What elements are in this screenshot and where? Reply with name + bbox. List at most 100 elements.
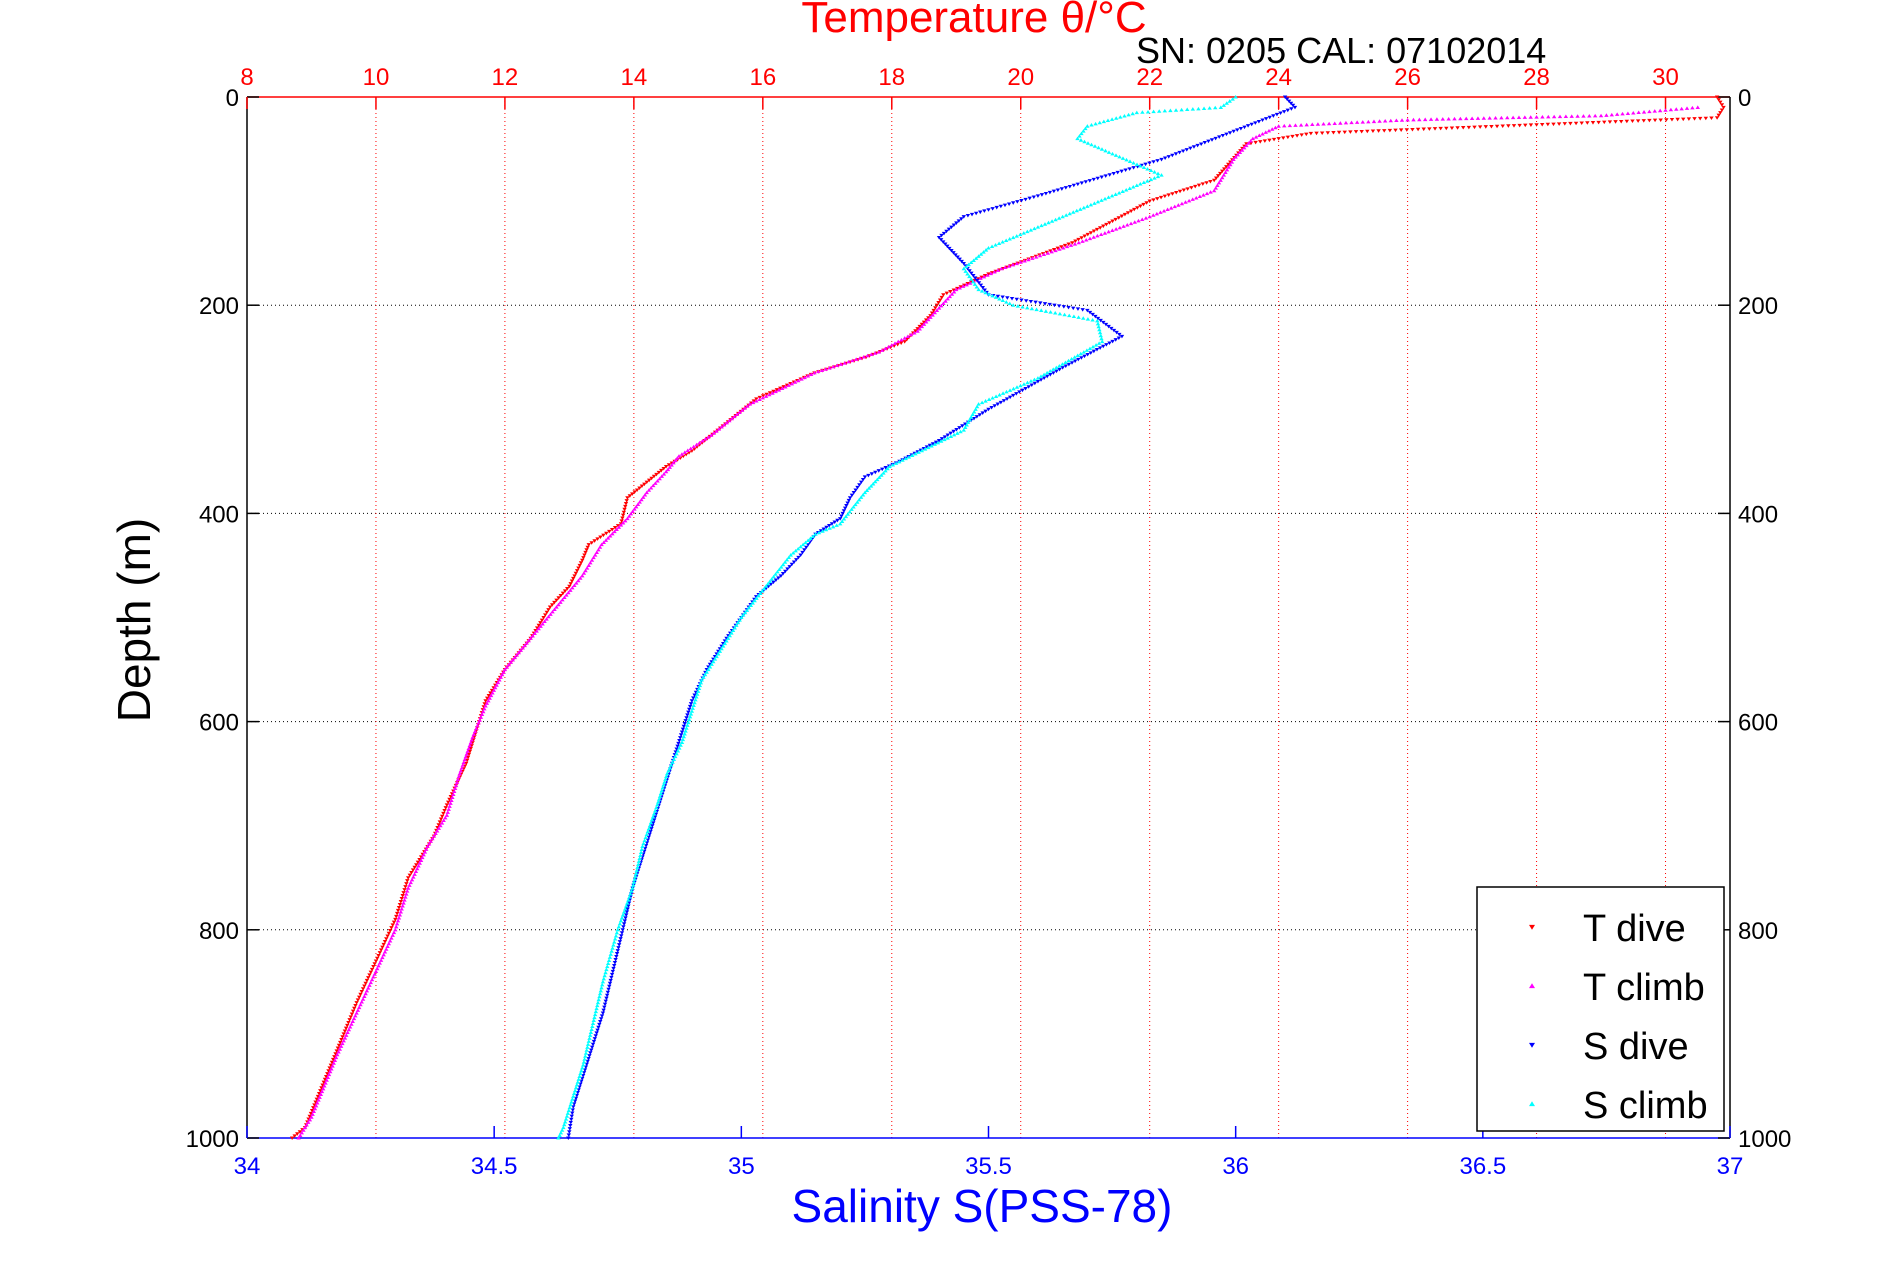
- data-point: [804, 545, 809, 550]
- data-point: [649, 826, 654, 831]
- data-point: [600, 1011, 606, 1016]
- data-point: [570, 1111, 575, 1115]
- data-point: [1025, 305, 1030, 310]
- data-point: [983, 248, 989, 252]
- data-point: [1319, 131, 1325, 135]
- data-point: [846, 498, 852, 503]
- data-point: [597, 994, 602, 999]
- data-point: [411, 875, 416, 879]
- data-point: [1194, 195, 1199, 200]
- data-point: [773, 578, 779, 583]
- data-point: [600, 979, 606, 984]
- data-point: [1489, 124, 1494, 129]
- data-point: [905, 334, 911, 338]
- data-point: [915, 329, 920, 333]
- data-point: [959, 259, 964, 264]
- data-point: [1230, 97, 1235, 101]
- legend-marker-s-climb: [1529, 1101, 1535, 1107]
- data-point: [988, 271, 994, 276]
- data-point: [399, 907, 404, 911]
- data-point: [1718, 111, 1723, 115]
- data-point: [394, 924, 399, 929]
- data-point: [1540, 115, 1545, 119]
- data-point: [727, 418, 732, 423]
- data-point: [707, 664, 713, 669]
- data-point: [1382, 119, 1388, 123]
- data-point: [1151, 160, 1156, 164]
- data-point: [838, 517, 843, 521]
- data-point: [1085, 124, 1090, 128]
- data-point: [796, 378, 801, 383]
- data-point: [336, 1049, 341, 1054]
- data-point: [606, 987, 611, 992]
- data-point: [683, 729, 688, 733]
- data-point: [980, 286, 985, 290]
- data-point: [642, 482, 647, 487]
- data-point: [491, 688, 497, 692]
- data-point: [1082, 139, 1087, 144]
- data-point: [1083, 126, 1088, 131]
- data-point: [589, 558, 595, 562]
- data-point: [1045, 374, 1050, 379]
- data-point: [678, 743, 683, 747]
- data-point: [603, 538, 609, 542]
- data-point: [387, 928, 393, 933]
- data-point: [1057, 367, 1062, 372]
- data-point: [369, 967, 375, 972]
- data-point: [1004, 397, 1010, 401]
- data-point: [468, 746, 474, 751]
- data-point: [345, 1030, 350, 1035]
- data-point: [1066, 358, 1071, 363]
- data-point: [347, 1018, 352, 1022]
- data-point: [1085, 317, 1091, 321]
- data-point: [1029, 383, 1034, 387]
- data-point: [783, 384, 788, 389]
- data-point: [1631, 110, 1636, 115]
- data-point: [1039, 193, 1045, 197]
- data-point: [1106, 150, 1112, 154]
- data-point: [1094, 348, 1100, 352]
- data-point: [1607, 120, 1613, 124]
- data-point: [595, 1003, 600, 1008]
- data-point: [1145, 109, 1151, 114]
- data-point: [604, 993, 610, 998]
- data-point: [601, 1008, 606, 1013]
- data-point: [1267, 138, 1272, 143]
- data-point: [808, 536, 813, 540]
- data-point: [689, 449, 695, 453]
- data-point: [1211, 188, 1217, 193]
- data-point: [463, 754, 468, 759]
- data-point: [391, 930, 397, 935]
- data-point: [1063, 213, 1069, 217]
- data-point: [455, 777, 461, 782]
- data-point: [942, 437, 947, 442]
- data-point: [330, 1064, 335, 1068]
- data-point: [1387, 128, 1393, 133]
- data-point: [611, 966, 616, 971]
- data-point: [1382, 129, 1387, 133]
- data-point: [967, 269, 972, 273]
- data-point: [1618, 119, 1624, 124]
- data-point: [414, 863, 419, 867]
- data-point: [824, 525, 829, 530]
- data-point: [879, 348, 885, 352]
- data-point: [626, 514, 632, 518]
- data-point: [522, 643, 527, 648]
- data-point: [568, 1120, 573, 1125]
- y-tick-label-left: 600: [199, 710, 239, 737]
- data-point: [1228, 162, 1233, 167]
- data-point: [598, 535, 603, 540]
- data-point: [1061, 245, 1066, 250]
- data-point: [339, 1038, 344, 1042]
- data-point: [304, 1123, 309, 1127]
- data-point: [439, 814, 445, 819]
- data-point: [716, 427, 722, 431]
- data-point: [1074, 208, 1079, 213]
- data-point: [656, 797, 662, 801]
- data-point: [787, 565, 792, 569]
- data-point: [367, 973, 372, 977]
- data-point: [1202, 141, 1208, 145]
- data-point: [385, 944, 390, 948]
- data-point: [881, 471, 886, 475]
- data-point: [714, 429, 719, 433]
